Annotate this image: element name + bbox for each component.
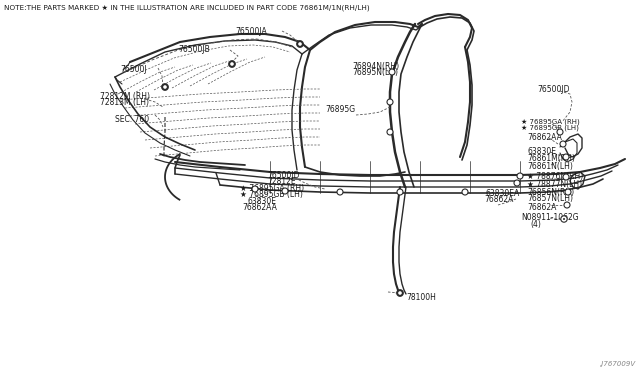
- Text: 76856N(RH): 76856N(RH): [527, 187, 574, 196]
- Text: ★ 76895GB (LH): ★ 76895GB (LH): [240, 190, 303, 199]
- Circle shape: [387, 99, 393, 105]
- Text: (4): (4): [530, 219, 541, 228]
- Circle shape: [252, 186, 258, 192]
- Text: 76895N(LH): 76895N(LH): [352, 68, 398, 77]
- Circle shape: [563, 154, 569, 160]
- Text: 76862A: 76862A: [484, 196, 513, 205]
- Circle shape: [230, 62, 234, 65]
- Circle shape: [564, 202, 570, 208]
- Circle shape: [560, 141, 566, 147]
- Text: ★ 78876N(RH): ★ 78876N(RH): [527, 173, 583, 182]
- Text: 76857N(LH): 76857N(LH): [527, 195, 573, 203]
- Circle shape: [298, 42, 301, 46]
- Circle shape: [561, 216, 567, 222]
- Text: ★ 76895GA (RH): ★ 76895GA (RH): [240, 185, 304, 193]
- Circle shape: [397, 289, 403, 296]
- Text: 76862A: 76862A: [527, 203, 556, 212]
- Text: 76895G: 76895G: [325, 106, 355, 115]
- Text: 76500JD: 76500JD: [537, 86, 570, 94]
- Text: N08911-1062G: N08911-1062G: [521, 212, 579, 221]
- Text: 76500JB: 76500JB: [178, 45, 210, 54]
- Text: 76862AA: 76862AA: [527, 134, 562, 142]
- Text: 72812E: 72812E: [267, 177, 296, 186]
- Text: 72812M (RH): 72812M (RH): [100, 92, 150, 100]
- Text: 76861N(LH): 76861N(LH): [527, 161, 573, 170]
- Circle shape: [337, 189, 343, 195]
- Text: 76861M(RH): 76861M(RH): [527, 154, 575, 164]
- Circle shape: [296, 41, 303, 48]
- Circle shape: [389, 69, 395, 75]
- Text: 72813M (LH): 72813M (LH): [100, 99, 149, 108]
- Text: NOTE:THE PARTS MARKED ★ IN THE ILLUSTRATION ARE INCLUDED IN PART CODE 76861M/1N(: NOTE:THE PARTS MARKED ★ IN THE ILLUSTRAT…: [4, 4, 370, 10]
- Circle shape: [399, 291, 401, 295]
- Circle shape: [565, 189, 571, 195]
- Text: 76500JA: 76500JA: [235, 26, 267, 35]
- Circle shape: [563, 218, 565, 220]
- Circle shape: [557, 129, 563, 135]
- Circle shape: [563, 174, 569, 180]
- Circle shape: [161, 83, 168, 90]
- Circle shape: [228, 61, 236, 67]
- Text: SEC. 760: SEC. 760: [115, 115, 149, 125]
- Circle shape: [163, 86, 166, 89]
- Text: 76500JD: 76500JD: [267, 171, 300, 180]
- Text: 78100H: 78100H: [406, 294, 436, 302]
- Circle shape: [517, 173, 523, 179]
- Circle shape: [514, 180, 520, 186]
- Circle shape: [387, 129, 393, 135]
- Text: 76894N(RH): 76894N(RH): [352, 61, 399, 71]
- Text: 63830EA: 63830EA: [485, 189, 519, 198]
- Text: 76862AA: 76862AA: [242, 202, 277, 212]
- Circle shape: [462, 189, 468, 195]
- Text: 76500J: 76500J: [120, 65, 147, 74]
- Text: ★ 78877N(LH): ★ 78877N(LH): [527, 180, 582, 189]
- Text: ★ 76895GA (RH): ★ 76895GA (RH): [521, 119, 580, 125]
- Circle shape: [397, 189, 403, 195]
- Text: ★ 76895GB (LH): ★ 76895GB (LH): [521, 125, 579, 131]
- Circle shape: [282, 188, 288, 194]
- Text: 63830E: 63830E: [248, 196, 277, 205]
- Text: .J767009V: .J767009V: [600, 361, 636, 367]
- Text: 63830E: 63830E: [527, 148, 556, 157]
